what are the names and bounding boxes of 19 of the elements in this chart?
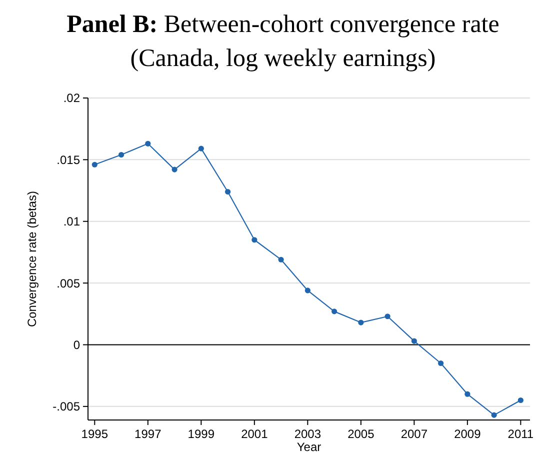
y-tick-label: .01 (63, 214, 80, 229)
y-tick-label: .015 (56, 152, 80, 167)
x-tick-label: 1997 (134, 427, 162, 441)
x-tick-label: 2003 (294, 427, 322, 441)
y-tick-label: -.005 (52, 400, 80, 414)
x-tick-label: 2007 (400, 427, 428, 441)
y-tick-label: .02 (63, 91, 80, 106)
x-tick-label: 2001 (241, 427, 268, 441)
chart-title: Panel B: Between-cohort convergence rate (66, 11, 500, 38)
x-tick-label: 1995 (81, 427, 108, 441)
x-axis-title: Year (296, 440, 322, 454)
y-tick-label: .005 (56, 276, 80, 290)
chart-subtitle: (Canada, log weekly earnings) (130, 45, 436, 72)
y-tick-label: 0 (73, 338, 80, 352)
x-tick-label: 2011 (508, 427, 534, 441)
x-tick-label: 2009 (454, 427, 482, 441)
x-tick-label: 1999 (188, 427, 215, 441)
y-axis-title: Convergence rate (betas) (25, 190, 39, 328)
x-tick-label: 2005 (348, 427, 375, 441)
